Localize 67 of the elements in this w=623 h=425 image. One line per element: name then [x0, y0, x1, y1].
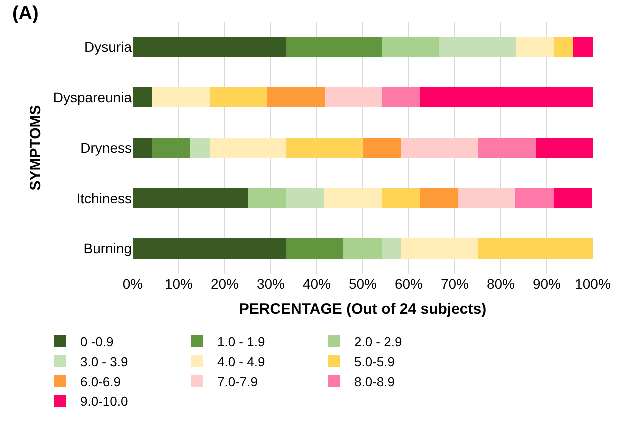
x-tick-label: 0%: [122, 276, 144, 292]
legend-label: 9.0-10.0: [80, 394, 128, 410]
x-tick-label: 60%: [394, 276, 424, 292]
bar: [152, 138, 190, 158]
bar: [286, 138, 364, 158]
bar: [190, 138, 210, 158]
bar: [536, 138, 593, 158]
bar: [382, 188, 420, 208]
bar: [248, 188, 286, 208]
legend-label: 5.0-5.9: [354, 354, 395, 370]
bar: [286, 188, 324, 208]
y-tick-label: Itchiness: [76, 190, 132, 206]
bar: [478, 238, 593, 259]
bar: [133, 37, 286, 58]
bar: [401, 238, 478, 259]
bar: [516, 188, 554, 208]
bar: [439, 37, 516, 58]
bar: [363, 138, 402, 158]
legend-label: 4.0 - 4.9: [217, 354, 266, 370]
bar: [286, 238, 344, 259]
bar: [382, 37, 440, 58]
x-tick-label: 90%: [532, 276, 562, 292]
bar: [382, 238, 402, 259]
x-tick-label: 20%: [210, 276, 240, 292]
bar: [478, 138, 536, 158]
bar: [133, 138, 152, 158]
x-axis-title: PERCENTAGE (Out of 24 subjects): [239, 301, 487, 318]
bar: [152, 88, 210, 108]
bar: [574, 37, 593, 58]
x-tick-label: 10%: [164, 276, 194, 292]
bar: [133, 238, 286, 259]
x-tick-label: 100%: [575, 276, 611, 292]
x-tick-label: 70%: [440, 276, 470, 292]
legend-label: 6.0-6.9: [80, 374, 121, 390]
x-tick-label: 40%: [302, 276, 332, 292]
bar: [267, 88, 325, 108]
bar: [344, 238, 382, 259]
bar: [420, 188, 458, 208]
legend-label: 8.0-8.9: [354, 374, 395, 390]
bar: [554, 37, 574, 58]
bar: [324, 88, 382, 108]
legend-label: 0 -0.9: [80, 334, 114, 350]
x-tick-label: 50%: [348, 276, 378, 292]
bar: [516, 37, 554, 58]
x-tick-label: 30%: [256, 276, 286, 292]
bar: [210, 88, 268, 108]
y-axis-title: SYMPTOMS: [28, 105, 45, 191]
y-tick-label: Burning: [84, 240, 132, 257]
y-tick-label: Dysuria: [84, 39, 132, 56]
bar: [420, 88, 593, 108]
bar: [402, 138, 478, 158]
legend-label: 2.0 - 2.9: [354, 334, 402, 350]
bar: [286, 37, 382, 58]
bar: [382, 88, 420, 108]
chart-title: (A): [12, 4, 39, 25]
bar: [458, 188, 516, 208]
bar: [210, 138, 287, 158]
legend-label: 7.0-7.9: [217, 374, 258, 390]
legend-label: 1.0 - 1.9: [217, 334, 266, 350]
legend-label: 3.0 - 3.9: [80, 354, 128, 370]
bar: [133, 188, 248, 208]
bar: [133, 88, 152, 108]
y-tick-label: Dyspareunia: [53, 90, 132, 106]
x-tick-label: 80%: [486, 276, 516, 292]
y-tick-label: Dryness: [80, 140, 132, 156]
bar: [554, 188, 592, 208]
bar: [324, 188, 382, 208]
